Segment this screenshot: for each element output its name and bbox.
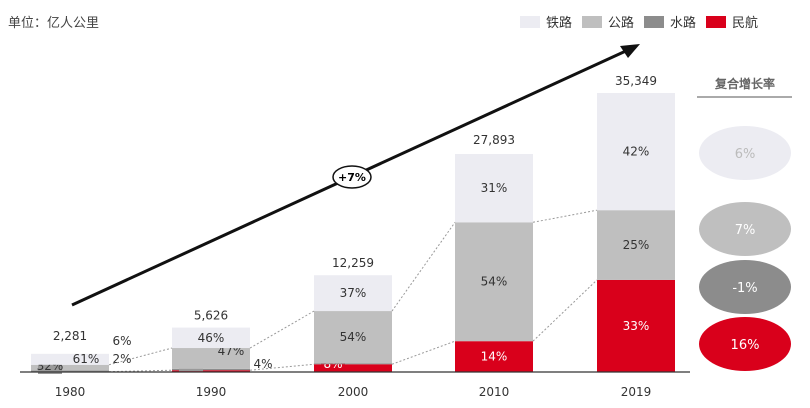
- bar-segment-民航: [172, 370, 250, 372]
- arrow-head-icon: [620, 44, 640, 58]
- legend-item-road: 公路: [582, 12, 634, 31]
- cagr-value: 6%: [735, 147, 756, 162]
- trend-connector: [532, 209, 598, 223]
- legend-label: 铁路: [546, 16, 573, 31]
- segment-label: 46%: [198, 331, 225, 345]
- unit-label: 单位：亿人公里: [8, 16, 100, 31]
- bar-segment-水路: [31, 370, 109, 372]
- legend: 铁路 公路 水路 民航: [520, 12, 758, 31]
- legend-swatch: [644, 15, 665, 28]
- cagr-title: 复合增长率: [714, 76, 775, 91]
- segment-label: 61%: [73, 352, 100, 366]
- segment-label: 42%: [623, 145, 650, 159]
- x-tick-label: 1990: [196, 385, 227, 399]
- bar-segment-铁路: [314, 275, 392, 312]
- segment-label: 54%: [481, 275, 508, 289]
- segment-label: 4%: [253, 357, 272, 371]
- segment-label: 54%: [340, 330, 367, 344]
- segment-label: 6%: [112, 334, 131, 348]
- total-label: 12,259: [332, 256, 374, 270]
- total-label: 5,626: [194, 309, 228, 323]
- trend-connector: [532, 279, 598, 342]
- trend-connector: [391, 340, 456, 365]
- bar-segment-铁路: [455, 154, 533, 223]
- trend-connector: [249, 363, 315, 371]
- bar-segment-公路: [597, 210, 675, 280]
- cagr-value: -1%: [732, 281, 757, 296]
- legend-swatch: [582, 15, 603, 28]
- trend-connector: [249, 310, 315, 349]
- bar-segment-公路: [31, 364, 109, 371]
- legend-swatch: [706, 15, 727, 28]
- cagr-bubble-铁路: [699, 126, 791, 180]
- trend-connector: [108, 347, 173, 366]
- legend-item-air: 民航: [706, 12, 758, 31]
- bar-segment-水路: [172, 368, 250, 371]
- x-tick-label: 2010: [479, 385, 510, 399]
- legend-label: 水路: [670, 16, 697, 31]
- legend-item-water: 水路: [644, 12, 696, 31]
- bar-segment-铁路: [597, 93, 675, 211]
- bar-segment-公路: [314, 311, 392, 364]
- segment-label: 37%: [340, 286, 367, 300]
- segment-label: 14%: [481, 350, 508, 364]
- bar-segment-铁路: [31, 353, 109, 365]
- cagr-bubble-公路: [699, 202, 791, 256]
- legend-swatch: [520, 15, 540, 28]
- x-tick-label: 2000: [338, 385, 369, 399]
- segment-label: 25%: [623, 238, 650, 252]
- legend-label: 民航: [732, 16, 759, 31]
- cagr-value: 16%: [731, 338, 760, 353]
- total-label: 27,893: [473, 133, 515, 147]
- total-label: 35,349: [615, 74, 657, 88]
- segment-label: 2%: [112, 352, 131, 366]
- cagr-value: 7%: [735, 223, 756, 238]
- bar-segment-公路: [455, 222, 533, 342]
- x-tick-label: 2019: [621, 385, 652, 399]
- cagr-bubble-民航: [699, 317, 791, 371]
- cagr-bubble-水路: [699, 260, 791, 314]
- legend-label: 公路: [608, 16, 635, 31]
- trend-connector: [391, 222, 456, 312]
- bar-segment-水路: [314, 363, 392, 365]
- segment-label: 33%: [623, 319, 650, 333]
- trend-connector: [108, 369, 173, 373]
- bar-segment-铁路: [172, 327, 250, 349]
- bar-segment-民航: [597, 279, 675, 372]
- segment-label: 31%: [481, 181, 508, 195]
- bar-segment-民航: [455, 341, 533, 372]
- bar-segment-民航: [314, 364, 392, 372]
- total-label: 2,281: [53, 329, 87, 343]
- bar-segment-公路: [172, 348, 250, 369]
- trend-badge: [332, 165, 372, 189]
- legend-item-rail: 铁路: [520, 12, 572, 31]
- x-tick-label: 1980: [55, 385, 86, 399]
- trend-label: +7%: [338, 171, 366, 184]
